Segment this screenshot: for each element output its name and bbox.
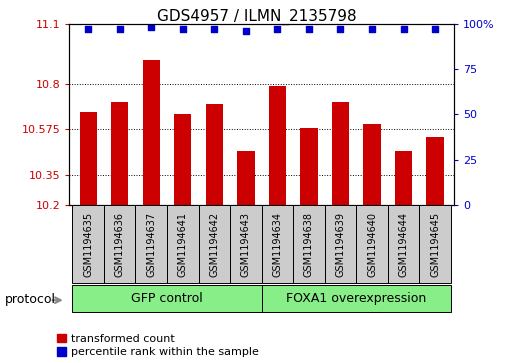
Point [273, 26, 282, 32]
Point [431, 26, 439, 32]
Bar [135, 205, 167, 283]
Text: GDS4957 / ILMN_2135798: GDS4957 / ILMN_2135798 [156, 9, 357, 25]
Text: GSM1194642: GSM1194642 [209, 212, 220, 277]
Bar [206, 104, 223, 205]
Text: GFP control: GFP control [131, 292, 203, 305]
Bar [293, 205, 325, 283]
Bar [237, 151, 254, 205]
Point [147, 24, 155, 30]
Bar [104, 205, 135, 283]
Text: GSM1194645: GSM1194645 [430, 212, 440, 277]
Text: GSM1194641: GSM1194641 [178, 212, 188, 277]
Point [84, 26, 92, 32]
Text: protocol: protocol [5, 293, 56, 306]
Point [400, 26, 408, 32]
Bar [325, 205, 356, 283]
Bar [388, 205, 419, 283]
Bar [143, 60, 160, 205]
Text: GSM1194639: GSM1194639 [336, 212, 345, 277]
Point [210, 26, 219, 32]
Bar [262, 285, 451, 313]
Point [179, 26, 187, 32]
Bar [72, 285, 262, 313]
Text: GSM1194638: GSM1194638 [304, 212, 314, 277]
Point [305, 26, 313, 32]
Bar [111, 102, 128, 205]
Bar [174, 114, 191, 205]
Text: GSM1194637: GSM1194637 [146, 212, 156, 277]
Bar [332, 102, 349, 205]
Legend: transformed count, percentile rank within the sample: transformed count, percentile rank withi… [57, 334, 259, 358]
Bar [72, 205, 104, 283]
Bar [262, 205, 293, 283]
Bar [269, 86, 286, 205]
Bar [419, 205, 451, 283]
Text: FOXA1 overexpression: FOXA1 overexpression [286, 292, 426, 305]
Bar [199, 205, 230, 283]
Point [368, 26, 376, 32]
Bar [300, 129, 318, 205]
Text: GSM1194634: GSM1194634 [272, 212, 282, 277]
Text: GSM1194635: GSM1194635 [83, 212, 93, 277]
Point [242, 28, 250, 34]
Bar [80, 112, 97, 205]
Bar [363, 125, 381, 205]
Point [337, 26, 345, 32]
Bar [426, 136, 444, 205]
Point [115, 26, 124, 32]
Bar [167, 205, 199, 283]
Text: GSM1194643: GSM1194643 [241, 212, 251, 277]
Text: GSM1194640: GSM1194640 [367, 212, 377, 277]
Bar [395, 151, 412, 205]
Text: GSM1194636: GSM1194636 [115, 212, 125, 277]
Bar [356, 205, 388, 283]
Bar [230, 205, 262, 283]
Text: GSM1194644: GSM1194644 [399, 212, 408, 277]
